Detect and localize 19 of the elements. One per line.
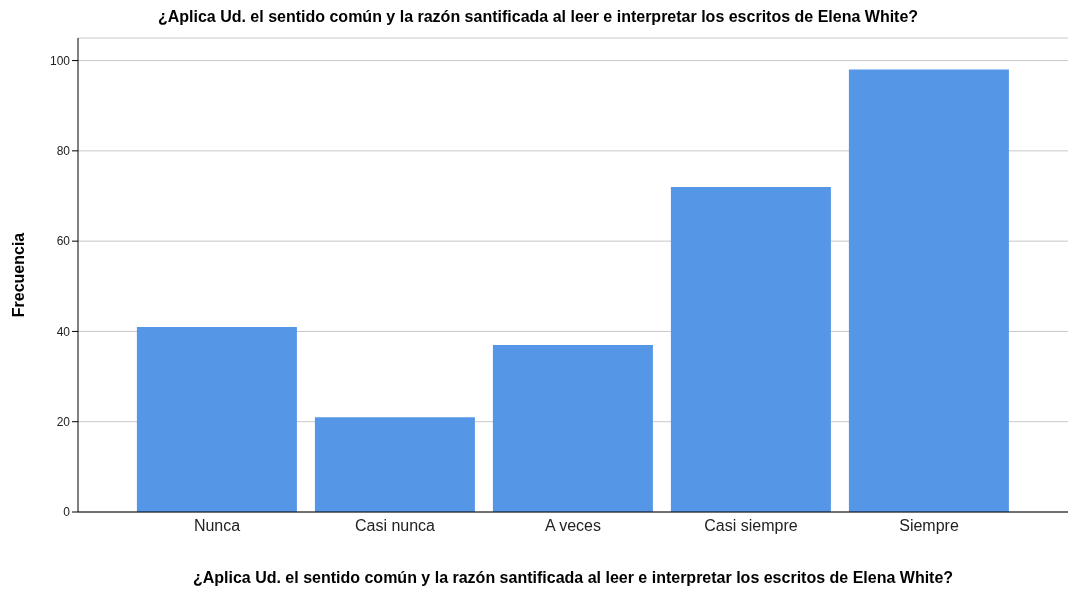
y-tick-label: 0 (63, 505, 71, 520)
y-tick-label: 60 (56, 234, 71, 249)
y-tick-label: 80 (56, 144, 71, 159)
y-tick-label: 100 (49, 53, 71, 68)
x-tick-label: Nunca (193, 517, 241, 535)
chart-title: ¿Aplica Ud. el sentido común y la razón santificada al leer e interpretar los escritos de Elena White? (156, 8, 920, 26)
y-axis-title: Frecuencia (9, 232, 27, 318)
bar (848, 69, 1009, 512)
bar (136, 326, 297, 512)
y-tick-label: 40 (56, 324, 71, 339)
y-tick-label: 20 (56, 414, 71, 429)
x-tick-label: Casi nunca (354, 517, 436, 535)
x-axis-title: ¿Aplica Ud. el sentido común y la razón santificada al leer e interpretar los escritos de Elena White? (192, 569, 954, 586)
bar (314, 417, 475, 512)
x-tick-label: Casi siempre (704, 517, 798, 535)
bar (492, 344, 653, 512)
bar (670, 186, 831, 512)
x-tick-label: Siempre (899, 517, 959, 535)
x-tick-label: A veces (544, 517, 602, 535)
